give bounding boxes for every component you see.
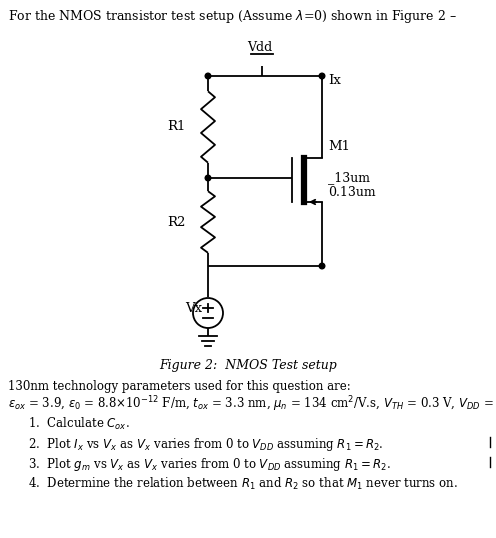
Text: R2: R2 bbox=[168, 216, 186, 229]
Text: $\epsilon_{ox}$ = 3.9, $\epsilon_0$ = 8.8×10$^{-12}$ F/m, $t_{ox}$ = 3.3 nm, $\m: $\epsilon_{ox}$ = 3.9, $\epsilon_0$ = 8.… bbox=[8, 394, 496, 414]
Text: Ix: Ix bbox=[328, 74, 341, 88]
Text: For the NMOS transistor test setup (Assume $\lambda$=0) shown in Figure 2 –: For the NMOS transistor test setup (Assu… bbox=[8, 8, 457, 25]
Text: R1: R1 bbox=[168, 121, 186, 133]
Text: 2.  Plot $I_x$ vs $V_x$ as $V_x$ varies from 0 to $V_{DD}$ assuming $R_1 = R_2$.: 2. Plot $I_x$ vs $V_x$ as $V_x$ varies f… bbox=[28, 436, 383, 453]
Circle shape bbox=[205, 175, 211, 181]
Circle shape bbox=[319, 263, 325, 269]
Text: _13um: _13um bbox=[328, 172, 370, 185]
Text: 4.  Determine the relation between $R_1$ and $R_2$ so that $M_1$ never turns on.: 4. Determine the relation between $R_1$ … bbox=[28, 476, 458, 492]
Text: Vdd: Vdd bbox=[248, 41, 273, 54]
Text: 130nm technology parameters used for this question are:: 130nm technology parameters used for thi… bbox=[8, 380, 351, 393]
Circle shape bbox=[319, 73, 325, 79]
Text: 0.13um: 0.13um bbox=[328, 187, 375, 200]
Text: 3.  Plot $g_m$ vs $V_x$ as $V_x$ varies from 0 to $V_{DD}$ assuming $R_1 = R_2$.: 3. Plot $g_m$ vs $V_x$ as $V_x$ varies f… bbox=[28, 456, 391, 473]
Text: M1: M1 bbox=[328, 140, 350, 153]
Text: Vx: Vx bbox=[185, 302, 202, 315]
Text: Figure 2:  NMOS Test setup: Figure 2: NMOS Test setup bbox=[159, 359, 337, 372]
Text: 1.  Calculate $C_{ox}$.: 1. Calculate $C_{ox}$. bbox=[28, 416, 130, 432]
Circle shape bbox=[205, 73, 211, 79]
